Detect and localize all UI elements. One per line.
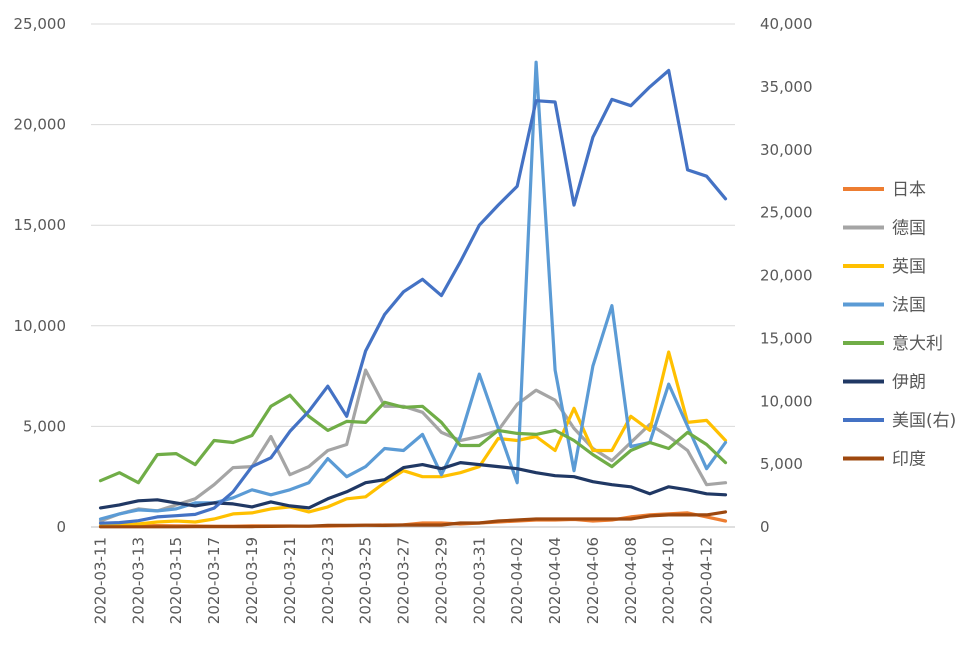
legend-label: 美国(右) [892, 411, 956, 431]
right-tick-label: 40,000 [760, 15, 813, 33]
x-tick-label: 2020-04-04 [546, 537, 564, 624]
right-tick-label: 30,000 [760, 141, 813, 159]
gridlines [91, 23, 735, 427]
series-lines [98, 60, 728, 529]
series-line-5 [98, 461, 728, 510]
x-tick-label: 2020-03-11 [92, 537, 110, 624]
right-tick-label: 0 [760, 518, 770, 536]
left-tick-label: 0 [56, 518, 66, 536]
legend-label: 日本 [892, 180, 926, 200]
x-tick-label: 2020-03-13 [129, 537, 147, 624]
legend-label: 英国 [892, 257, 926, 277]
right-tick-label: 15,000 [760, 329, 813, 347]
x-tick-label: 2020-03-27 [395, 537, 413, 624]
right-axis-ticks: 0 5,000 10,000 15,000 20,000 25,000 30,000 35,0… [760, 15, 813, 536]
right-tick-label: 20,000 [760, 267, 813, 285]
series-line-4 [98, 393, 728, 485]
x-tick-label: 2020-04-10 [660, 537, 678, 624]
series-line-7 [98, 510, 728, 529]
series-line-6 [98, 68, 728, 525]
x-tick-label: 2020-04-02 [508, 537, 526, 624]
x-tick-label: 2020-03-29 [432, 537, 450, 624]
legend-label: 法国 [892, 296, 926, 316]
x-tick-label: 2020-03-23 [319, 537, 337, 624]
series-line-1 [98, 368, 728, 523]
x-tick-label: 2020-03-15 [167, 537, 185, 624]
left-tick-label: 15,000 [14, 216, 67, 234]
series-line-2 [98, 350, 728, 528]
left-tick-label: 10,000 [14, 317, 67, 335]
right-tick-label: 25,000 [760, 204, 813, 222]
right-tick-label: 10,000 [760, 392, 813, 410]
right-tick-label: 5,000 [760, 455, 803, 473]
x-tick-label: 2020-03-21 [281, 537, 299, 624]
legend-label: 德国 [892, 219, 926, 239]
x-tick-label: 2020-04-06 [584, 537, 602, 624]
legend-label: 印度 [892, 450, 926, 470]
x-tick-label: 2020-03-17 [205, 537, 223, 624]
left-axis-ticks: 0 5,000 10,000 15,000 20,000 25,000 [14, 15, 67, 536]
left-tick-label: 20,000 [14, 116, 67, 134]
left-tick-label: 25,000 [14, 15, 67, 33]
x-axis-ticks: 2020-03-11 2020-03-13 2020-03-15 2020-03-17… [92, 537, 716, 624]
legend-label: 伊朗 [892, 373, 926, 393]
right-tick-label: 35,000 [760, 78, 813, 96]
x-tick-label: 2020-03-19 [243, 537, 261, 624]
x-tick-label: 2020-03-25 [357, 537, 375, 624]
x-tick-label: 2020-04-08 [622, 537, 640, 624]
legend-label: 意大利 [892, 334, 943, 354]
x-tick-label: 2020-04-12 [698, 537, 716, 624]
left-tick-label: 5,000 [23, 417, 66, 435]
x-tick-label: 2020-03-31 [470, 537, 488, 624]
